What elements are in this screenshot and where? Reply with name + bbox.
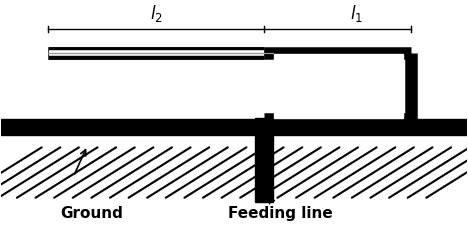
Bar — [256, 118, 273, 202]
Text: $\mathit{l}_1$: $\mathit{l}_1$ — [350, 3, 363, 24]
Bar — [1, 119, 467, 135]
Text: Feeding line: Feeding line — [228, 205, 333, 220]
Text: Ground: Ground — [61, 205, 124, 220]
Text: $\mathit{l}_2$: $\mathit{l}_2$ — [150, 3, 162, 24]
Bar — [273, 55, 403, 118]
